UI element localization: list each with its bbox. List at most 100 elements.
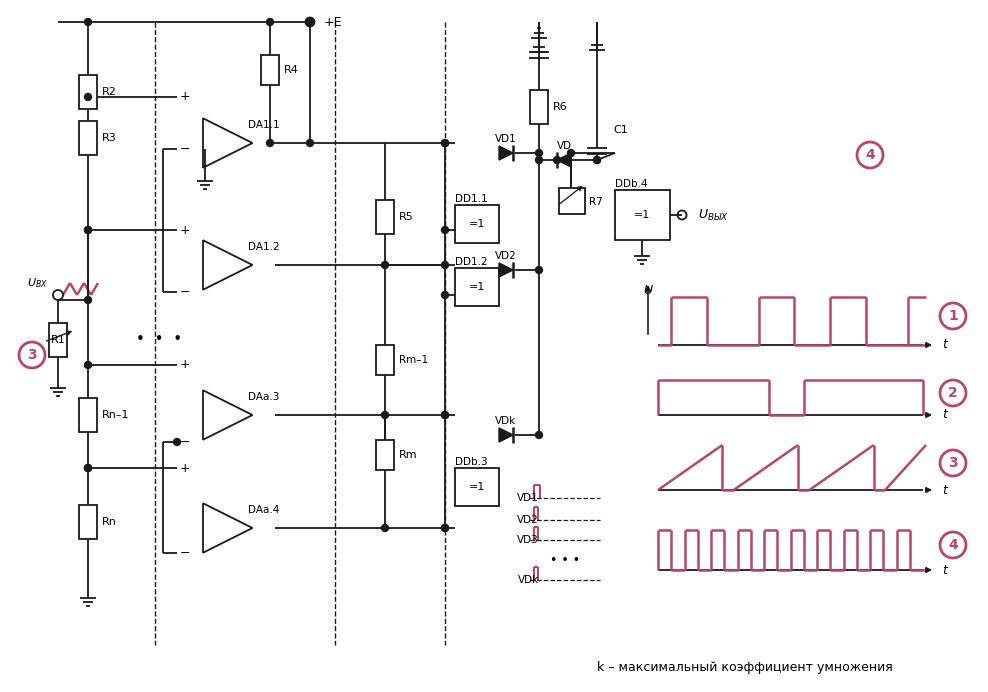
Circle shape <box>594 156 601 163</box>
Circle shape <box>267 19 274 26</box>
Text: U: U <box>643 284 652 296</box>
Text: =1: =1 <box>469 482 485 492</box>
Text: $U_{BX}$: $U_{BX}$ <box>27 276 48 290</box>
Circle shape <box>306 19 313 26</box>
Text: Rn: Rn <box>102 517 117 527</box>
Text: DD1.1: DD1.1 <box>455 194 488 204</box>
Text: VD2: VD2 <box>495 251 517 261</box>
Text: 2: 2 <box>948 386 958 400</box>
Circle shape <box>535 432 542 439</box>
Text: =1: =1 <box>469 282 485 292</box>
Text: +: + <box>180 91 191 104</box>
Text: DAa.4: DAa.4 <box>248 505 280 515</box>
Text: t: t <box>943 563 947 576</box>
Circle shape <box>594 156 601 163</box>
Text: VD1: VD1 <box>495 134 517 144</box>
Circle shape <box>442 525 449 531</box>
Text: DAa.3: DAa.3 <box>248 392 280 402</box>
Bar <box>455 468 499 506</box>
Text: VD2: VD2 <box>518 515 539 525</box>
Polygon shape <box>499 263 513 277</box>
Text: −: − <box>180 435 191 448</box>
Text: 1: 1 <box>948 309 958 323</box>
Bar <box>79 398 97 432</box>
Text: $U_{BЫX}$: $U_{BЫX}$ <box>698 208 728 223</box>
Bar <box>455 268 499 306</box>
Text: • • •: • • • <box>550 554 580 567</box>
Polygon shape <box>557 153 571 167</box>
Text: t: t <box>943 484 947 496</box>
Text: VD1: VD1 <box>518 493 539 503</box>
Bar <box>79 121 97 155</box>
Circle shape <box>553 156 560 163</box>
Circle shape <box>535 149 542 156</box>
Text: DA1.1: DA1.1 <box>248 120 280 130</box>
Text: R3: R3 <box>102 133 117 143</box>
Text: R1: R1 <box>50 335 65 345</box>
Polygon shape <box>499 428 513 442</box>
Circle shape <box>567 149 574 156</box>
Text: t: t <box>943 338 947 352</box>
Text: Rm–1: Rm–1 <box>399 355 428 365</box>
Text: VDk: VDk <box>518 575 539 585</box>
Bar <box>79 505 97 539</box>
Text: R6: R6 <box>553 102 568 112</box>
Circle shape <box>85 226 92 233</box>
Bar <box>376 200 394 234</box>
Circle shape <box>381 412 388 419</box>
Bar <box>615 190 670 240</box>
Text: 4: 4 <box>865 148 875 162</box>
Text: +: + <box>180 358 191 372</box>
Circle shape <box>442 140 449 147</box>
Text: =1: =1 <box>469 219 485 229</box>
Text: VD3: VD3 <box>518 535 539 545</box>
Text: DD1.2: DD1.2 <box>455 257 488 267</box>
Text: +: + <box>180 462 191 475</box>
Text: DDb.4: DDb.4 <box>615 179 647 189</box>
Text: =1: =1 <box>634 210 650 220</box>
Text: VDk: VDk <box>495 416 517 426</box>
Circle shape <box>85 361 92 369</box>
Circle shape <box>535 156 542 163</box>
Text: Rm: Rm <box>399 450 418 460</box>
Text: R5: R5 <box>399 212 414 222</box>
Text: R4: R4 <box>284 65 299 75</box>
Text: −: − <box>180 286 191 298</box>
Bar <box>530 90 548 124</box>
Text: VD: VD <box>556 141 572 151</box>
Text: DDb.3: DDb.3 <box>455 457 488 467</box>
Polygon shape <box>499 146 513 160</box>
Text: −: − <box>180 143 191 156</box>
Text: R7: R7 <box>589 197 603 207</box>
Bar <box>455 205 499 243</box>
Text: +: + <box>180 224 191 237</box>
Circle shape <box>267 140 274 147</box>
Bar <box>49 323 67 357</box>
Circle shape <box>174 439 181 446</box>
Circle shape <box>85 464 92 471</box>
Bar <box>559 188 585 214</box>
Text: C1: C1 <box>613 125 627 135</box>
Circle shape <box>442 412 449 419</box>
Circle shape <box>442 262 449 268</box>
Circle shape <box>85 464 92 471</box>
Bar <box>261 55 279 85</box>
Bar <box>376 440 394 470</box>
Circle shape <box>85 296 92 304</box>
Circle shape <box>85 226 92 233</box>
Circle shape <box>442 525 449 531</box>
Text: Rn–1: Rn–1 <box>102 410 129 420</box>
Circle shape <box>442 226 449 233</box>
Circle shape <box>442 412 449 419</box>
Circle shape <box>381 525 388 531</box>
Bar <box>79 75 97 109</box>
Circle shape <box>442 291 449 298</box>
Text: R2: R2 <box>102 87 117 97</box>
Circle shape <box>442 140 449 147</box>
Text: 3: 3 <box>948 456 957 470</box>
Circle shape <box>535 266 542 273</box>
Circle shape <box>85 19 92 26</box>
Text: t: t <box>943 408 947 421</box>
Circle shape <box>306 140 313 147</box>
Text: k – максимальный коэффициент умножения: k – максимальный коэффициент умножения <box>597 662 893 675</box>
